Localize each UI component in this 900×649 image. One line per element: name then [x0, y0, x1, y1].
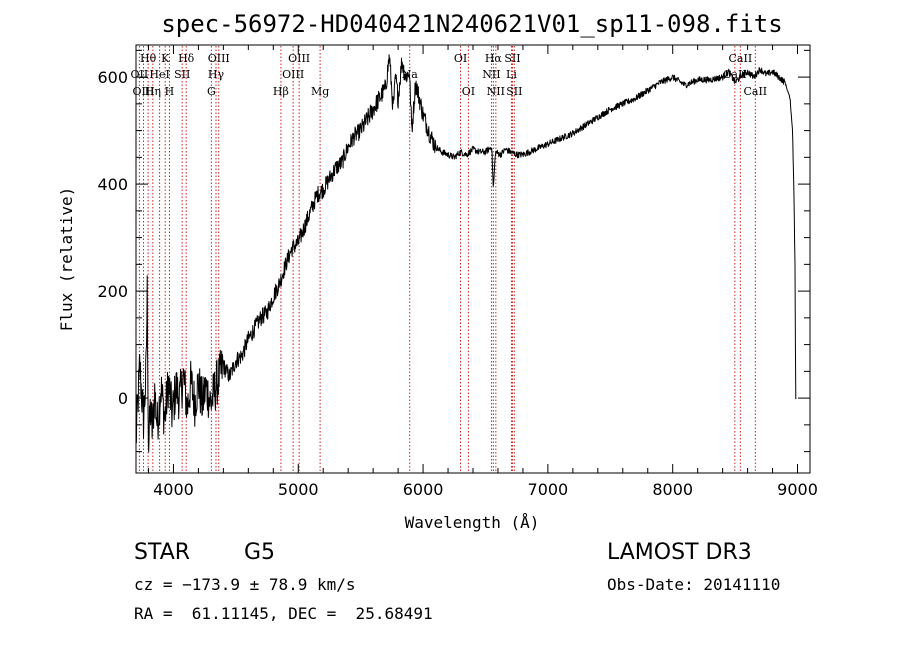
- x-tick-label: 5000: [278, 480, 319, 499]
- spectral-line-label: CaII: [723, 68, 747, 81]
- spectral-line-label: CaII: [743, 85, 767, 98]
- spectral-line-label: OIII: [132, 85, 154, 98]
- x-tick-label: 7000: [528, 480, 569, 499]
- spectral-line-label: OI: [462, 85, 475, 98]
- spectral-line-labels: Hθ OII OIII K Hη HeI H SII Hδ OIII Hγ G Hβ OIII OIII Mg…: [131, 52, 768, 98]
- sky-coordinates: RA = 61.11145, DEC = 25.68491: [134, 604, 433, 623]
- spectral-line-label: Na: [402, 68, 419, 81]
- y-tick-label: 600: [97, 68, 128, 87]
- spectral-line-label: Hβ: [273, 85, 289, 98]
- spectral-line-label: OIII: [208, 52, 230, 65]
- spectral-line-label: Li: [506, 68, 517, 81]
- spectral-line-label: Mg: [311, 85, 329, 98]
- spectral-line-label: CaII: [729, 52, 753, 65]
- spectral-line-markers: [138, 46, 756, 472]
- y-tick-label: 0: [118, 389, 128, 408]
- axis-ticks: 4000 5000 6000 7000 8000 9000 0 200 400 600: [97, 45, 818, 499]
- spectral-line-label: Hγ: [208, 68, 225, 81]
- spectral-line-label: OI: [454, 52, 467, 65]
- spectrum-layer: [135, 54, 797, 453]
- y-tick-label: 400: [97, 175, 128, 194]
- spectral-line-label: Hθ: [140, 52, 157, 65]
- observation-date: Obs-Date: 20141110: [607, 575, 781, 594]
- spectral-line-label: OIII: [282, 68, 304, 81]
- x-tick-label: 4000: [153, 480, 194, 499]
- object-subclass: G5: [244, 540, 276, 565]
- y-axis-label: Flux (relative): [57, 187, 76, 332]
- x-tick-label: 6000: [403, 480, 444, 499]
- x-axis-label: Wavelength (Å): [405, 513, 540, 532]
- spectral-line-label: K: [161, 52, 170, 65]
- redshift-velocity: cz = −173.9 ± 78.9 km/s: [134, 575, 356, 594]
- spectral-line-label: H: [165, 85, 175, 98]
- spectral-line-label: SII: [174, 68, 190, 81]
- x-tick-label: 9000: [777, 480, 818, 499]
- x-tick-label: 8000: [652, 480, 693, 499]
- spectral-line-label: SII: [504, 52, 520, 65]
- object-class: STAR: [134, 540, 191, 565]
- spectrum-line: [135, 54, 797, 453]
- plot-frame: [135, 44, 811, 474]
- spectral-line-label: OIII: [288, 52, 310, 65]
- spectral-line-label: Hα: [485, 52, 503, 65]
- y-tick-label: 200: [97, 282, 128, 301]
- spectral-line-label: Hδ: [178, 52, 195, 65]
- survey-name: LAMOST DR3: [607, 540, 752, 565]
- spectral-line-label: HeI: [149, 68, 169, 81]
- spectral-line-label: G: [207, 85, 216, 98]
- spectral-line-label: NII: [487, 85, 505, 98]
- spectral-line-label: NII: [482, 68, 500, 81]
- spectral-line-label: SII: [506, 85, 522, 98]
- chart-title: spec-56972-HD040421N240621V01_sp11-098.f…: [161, 10, 782, 38]
- spectral-line-label: OII: [131, 68, 149, 81]
- spectral-line-label: Hη: [145, 85, 161, 98]
